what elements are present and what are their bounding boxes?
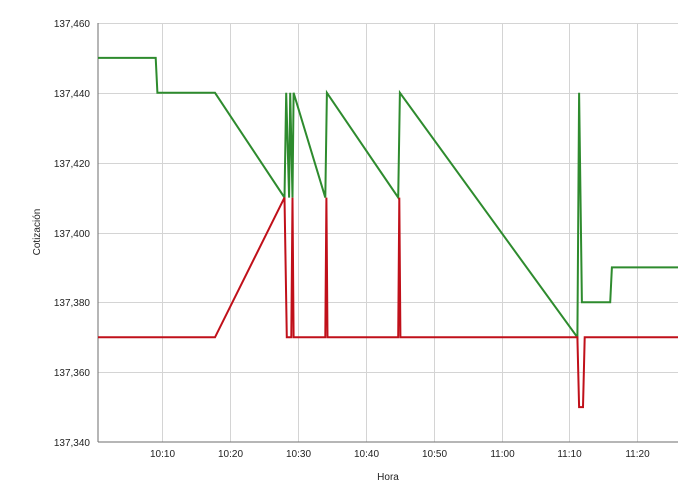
y-tick-label: 137,460 xyxy=(54,19,91,30)
y-tick-label: 137,340 xyxy=(54,438,91,449)
x-tick-labels: 10:10 10:20 10:30 10:40 10:50 11:00 11:10 11:20 xyxy=(150,449,650,460)
series-2-line xyxy=(98,197,678,409)
x-tick-label: 11:20 xyxy=(625,449,650,460)
x-tick-label: 10:50 xyxy=(422,449,447,460)
x-axis-title: Hora xyxy=(377,472,399,483)
y-tick-label: 137,440 xyxy=(54,89,91,100)
x-tick-label: 10:30 xyxy=(286,449,311,460)
x-tick-label: 10:20 xyxy=(218,449,243,460)
y-tick-label: 137,380 xyxy=(54,298,91,309)
y-tick-label: 137,420 xyxy=(54,159,91,170)
y-tick-label: 137,400 xyxy=(54,229,91,240)
x-tick-label: 11:00 xyxy=(490,449,515,460)
series-1-line xyxy=(98,56,678,341)
y-tick-labels: 137,340 137,360 137,380 137,400 137,420 137,4… xyxy=(54,19,91,449)
y-tick-label: 137,360 xyxy=(54,368,91,379)
x-tick-label: 11:10 xyxy=(557,449,582,460)
y-axis-title: Cotización xyxy=(32,209,43,256)
plot-area xyxy=(98,23,678,442)
series-layer xyxy=(98,56,678,409)
x-tick-label: 10:40 xyxy=(354,449,379,460)
x-tick-label: 10:10 xyxy=(150,449,175,460)
